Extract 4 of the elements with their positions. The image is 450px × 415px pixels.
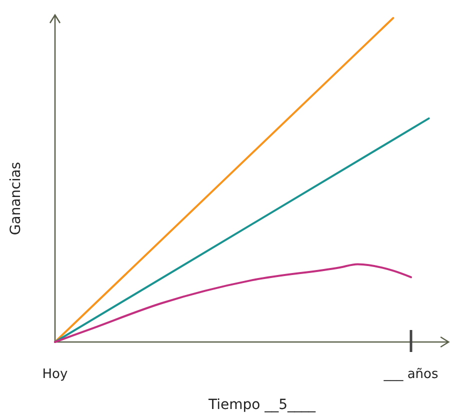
- y-axis-title: Ganancias: [8, 162, 24, 236]
- x-axis-title: Tiempo __5____: [207, 397, 317, 413]
- x-tick-label: Hoy: [42, 367, 68, 382]
- x-tick-label: ___ años: [382, 367, 438, 382]
